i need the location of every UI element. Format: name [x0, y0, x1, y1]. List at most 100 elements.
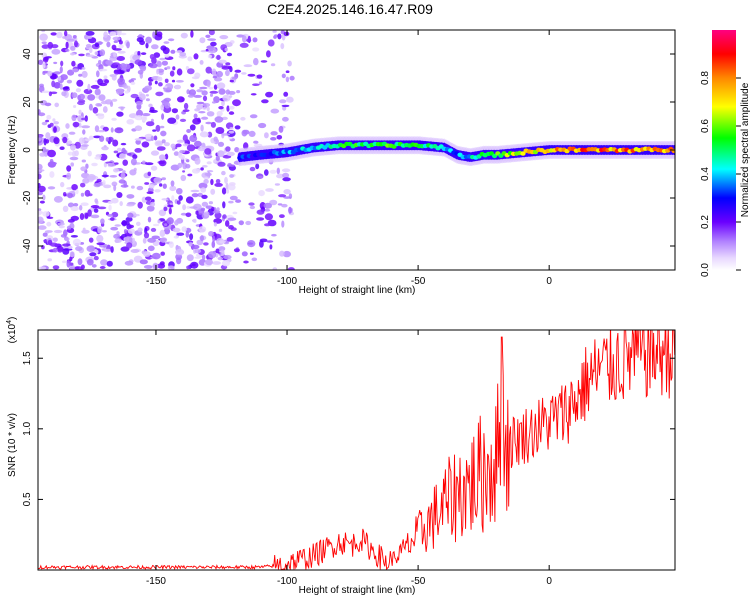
noise-speckle	[218, 88, 226, 95]
noise-speckle	[116, 56, 126, 61]
noise-speckle	[229, 195, 238, 201]
noise-speckle	[111, 181, 118, 187]
spectrogram-x-ticks: -150 -100 -50 0	[146, 30, 552, 287]
noise-speckle	[155, 124, 161, 132]
noise-speckle	[194, 256, 201, 259]
noise-speckle	[38, 225, 47, 230]
noise-speckle	[258, 190, 265, 197]
noise-speckle	[77, 101, 85, 106]
noise-speckle	[80, 192, 85, 197]
noise-speckle	[172, 227, 181, 233]
noise-speckle	[243, 260, 249, 264]
noise-speckle	[82, 177, 90, 184]
noise-speckle	[249, 205, 256, 210]
noise-speckle	[241, 251, 248, 257]
noise-speckle	[190, 30, 194, 38]
noise-speckle	[41, 90, 50, 94]
noise-speckle	[202, 107, 207, 110]
noise-speckle	[44, 230, 53, 233]
noise-speckle	[149, 63, 158, 69]
noise-speckle	[174, 220, 179, 226]
noise-speckle	[152, 31, 156, 39]
noise-speckle	[61, 260, 67, 264]
noise-speckle	[72, 35, 77, 39]
noise-speckle	[153, 52, 161, 58]
noise-speckle	[236, 34, 245, 38]
noise-speckle	[175, 84, 181, 90]
noise-speckle	[206, 170, 214, 173]
noise-speckle	[148, 81, 152, 86]
noise-speckle	[258, 122, 267, 129]
noise-speckle	[182, 134, 188, 142]
noise-speckle	[280, 43, 285, 50]
noise-speckle	[228, 111, 235, 115]
noise-speckle	[148, 184, 155, 189]
noise-speckle	[39, 33, 48, 41]
noise-speckle	[164, 53, 170, 58]
noise-speckle	[249, 114, 258, 119]
noise-speckle	[104, 79, 110, 84]
noise-speckle	[139, 259, 148, 265]
noise-speckle	[221, 100, 225, 107]
noise-speckle	[38, 173, 42, 180]
noise-speckle	[198, 182, 208, 189]
noise-speckle	[60, 181, 65, 188]
noise-speckle	[176, 232, 185, 236]
noise-speckle	[288, 206, 292, 214]
noise-speckle	[202, 102, 211, 108]
noise-speckle	[225, 89, 231, 95]
noise-speckle	[38, 185, 46, 193]
noise-speckle	[86, 258, 94, 266]
noise-speckle	[102, 106, 108, 113]
noise-speckle	[264, 132, 269, 139]
noise-speckle	[250, 93, 257, 96]
noise-speckle	[121, 221, 130, 226]
noise-speckle	[97, 226, 103, 234]
noise-speckle	[256, 74, 263, 79]
noise-speckle	[176, 50, 183, 54]
noise-speckle	[277, 33, 282, 40]
noise-speckle	[224, 176, 228, 184]
noise-speckle	[41, 30, 46, 33]
noise-speckle	[194, 249, 202, 254]
noise-speckle	[204, 172, 212, 177]
noise-speckle	[130, 81, 136, 86]
noise-speckle	[66, 172, 71, 180]
noise-speckle	[123, 229, 128, 234]
noise-speckle	[276, 167, 280, 175]
noise-speckle	[98, 68, 108, 72]
noise-speckle	[200, 167, 204, 171]
noise-speckle	[41, 44, 50, 49]
noise-speckle	[150, 227, 157, 232]
noise-speckle	[145, 36, 152, 44]
noise-speckle	[286, 96, 294, 103]
noise-speckle	[94, 198, 98, 203]
noise-speckle	[270, 137, 277, 141]
noise-speckle	[197, 192, 203, 197]
noise-speckle	[261, 99, 269, 104]
noise-speckle	[42, 232, 48, 237]
noise-speckle	[276, 173, 285, 179]
noise-speckle	[182, 109, 190, 112]
noise-speckle	[173, 235, 179, 239]
snr-y-axis-label: SNR (10 * v/v)	[7, 413, 18, 477]
noise-speckle	[159, 261, 165, 266]
noise-speckle	[70, 162, 74, 167]
noise-speckle	[113, 168, 119, 173]
noise-speckle	[46, 221, 52, 227]
noise-speckle	[53, 121, 59, 125]
noise-speckle	[68, 131, 76, 135]
noise-speckle	[109, 101, 114, 107]
noise-speckle	[161, 60, 168, 66]
colorbar-tick-label: 0.4	[700, 167, 711, 181]
noise-speckle	[65, 41, 69, 49]
noise-speckle	[161, 198, 168, 201]
noise-speckle	[196, 89, 203, 93]
noise-speckle	[210, 188, 216, 195]
noise-speckle	[251, 257, 258, 262]
noise-speckle	[206, 111, 215, 117]
noise-speckle	[47, 41, 54, 49]
noise-speckle	[152, 223, 160, 227]
noise-speckle	[252, 83, 260, 86]
noise-speckle	[130, 158, 137, 166]
